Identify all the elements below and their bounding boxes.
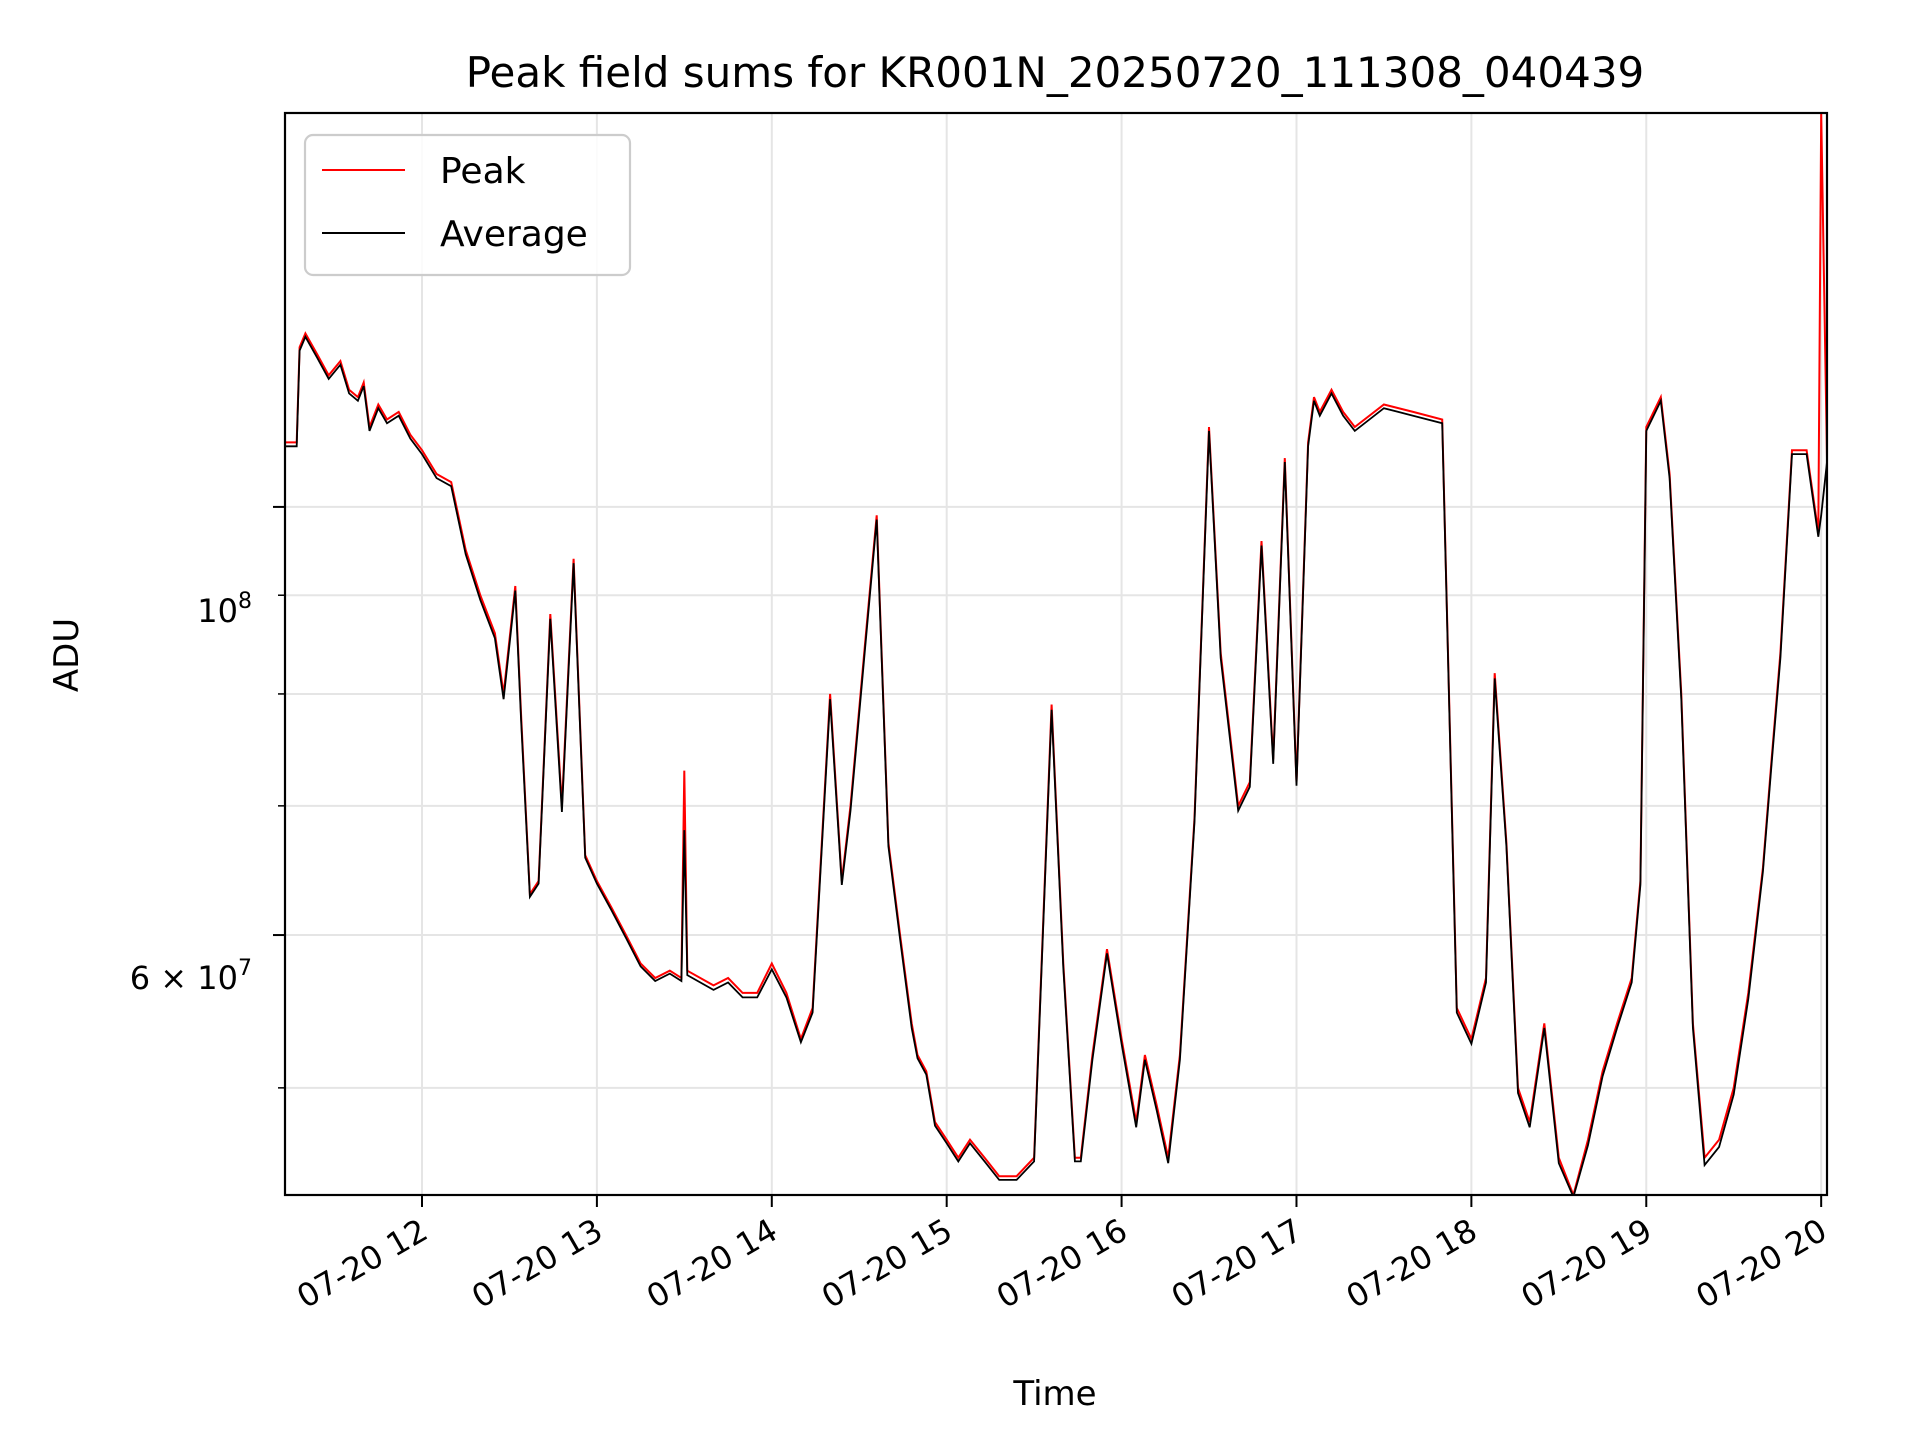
legend: Peak Average bbox=[303, 133, 632, 277]
y-axis-label: ADU bbox=[47, 618, 87, 692]
x-axis-label: Time bbox=[1012, 1374, 1096, 1414]
legend-label-average: Average bbox=[440, 214, 588, 255]
plot-frame bbox=[283, 111, 1829, 1197]
y-tick-label-6e7: 6 × 107 bbox=[130, 956, 252, 997]
legend-label-peak: Peak bbox=[440, 151, 526, 192]
plot-area bbox=[285, 113, 1827, 1195]
chart-title: Peak field sums for KR001N_20250720_1113… bbox=[466, 48, 1645, 97]
series-line-average bbox=[285, 334, 1827, 1195]
grid bbox=[285, 113, 1827, 1195]
